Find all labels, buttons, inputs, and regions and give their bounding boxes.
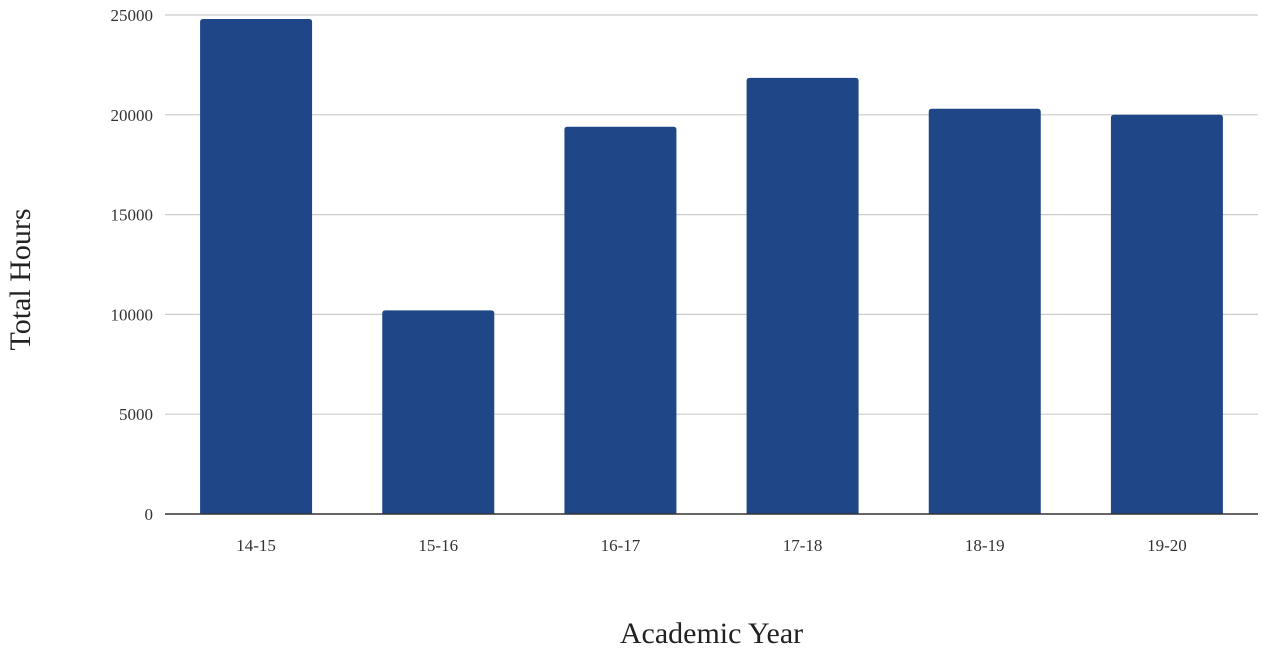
- x-tick-label: 16-17: [601, 536, 641, 555]
- bar-17-18: [746, 77, 859, 515]
- y-tick-label: 20000: [111, 106, 154, 125]
- bar-15-16: [382, 310, 495, 514]
- x-tick-label: 14-15: [236, 536, 276, 555]
- y-tick-label: 0: [145, 505, 154, 524]
- bar-16-17: [564, 126, 677, 514]
- y-tick-label: 5000: [119, 405, 153, 424]
- y-axis-title: Total Hours: [4, 208, 37, 350]
- x-tick-label: 15-16: [418, 536, 458, 555]
- x-tick-label: 18-19: [965, 536, 1005, 555]
- x-axis-title: Academic Year: [620, 617, 803, 650]
- y-tick-label: 25000: [111, 6, 154, 25]
- bar-19-20: [1110, 114, 1223, 515]
- y-tick-label: 15000: [111, 206, 154, 225]
- bar-14-15: [200, 18, 313, 514]
- y-tick-label: 10000: [111, 305, 154, 324]
- gridlines: [165, 14, 1258, 415]
- x-tick-label: 19-20: [1147, 536, 1187, 555]
- x-axis-ticks: 14-15 15-16 16-17 17-18 18-19 19-20: [236, 536, 1187, 555]
- bars: [200, 18, 1223, 515]
- x-tick-label: 17-18: [783, 536, 823, 555]
- bar-18-19: [928, 108, 1041, 514]
- y-axis-ticks: 0 5000 10000 15000 20000 25000: [111, 6, 154, 524]
